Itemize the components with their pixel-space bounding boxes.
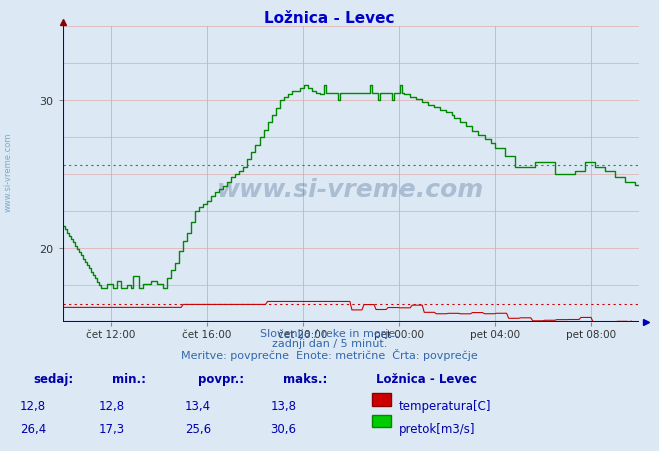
Text: pretok[m3/s]: pretok[m3/s] xyxy=(399,422,475,435)
Text: povpr.:: povpr.: xyxy=(198,372,244,385)
Text: 26,4: 26,4 xyxy=(20,422,46,435)
Text: 12,8: 12,8 xyxy=(99,399,125,412)
Text: Slovenija / reke in morje.: Slovenija / reke in morje. xyxy=(260,328,399,338)
Text: min.:: min.: xyxy=(112,372,146,385)
Text: www.si-vreme.com: www.si-vreme.com xyxy=(217,178,484,202)
Text: Ložnica - Levec: Ložnica - Levec xyxy=(376,372,476,385)
Text: 13,8: 13,8 xyxy=(270,399,297,412)
Text: 25,6: 25,6 xyxy=(185,422,211,435)
Text: www.si-vreme.com: www.si-vreme.com xyxy=(4,132,13,211)
Text: temperatura[C]: temperatura[C] xyxy=(399,399,491,412)
Text: 13,4: 13,4 xyxy=(185,399,211,412)
Text: 12,8: 12,8 xyxy=(20,399,46,412)
Text: 30,6: 30,6 xyxy=(270,422,297,435)
Text: 17,3: 17,3 xyxy=(99,422,125,435)
Text: zadnji dan / 5 minut.: zadnji dan / 5 minut. xyxy=(272,338,387,348)
Text: maks.:: maks.: xyxy=(283,372,328,385)
Text: Meritve: povprečne  Enote: metrične  Črta: povprečje: Meritve: povprečne Enote: metrične Črta:… xyxy=(181,348,478,360)
Text: sedaj:: sedaj: xyxy=(33,372,73,385)
Text: Ložnica - Levec: Ložnica - Levec xyxy=(264,11,395,26)
